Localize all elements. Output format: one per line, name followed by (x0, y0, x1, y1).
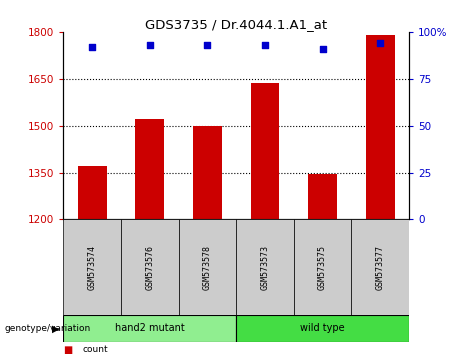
Bar (179, 219, 236, 315)
Point (88, 44, 96, 50)
Text: GSM573575: GSM573575 (318, 245, 327, 290)
Bar (63, 219, 121, 315)
Bar (294, 219, 351, 315)
Bar (63, 315, 236, 342)
Title: GDS3735 / Dr.4044.1.A1_at: GDS3735 / Dr.4044.1.A1_at (145, 18, 327, 31)
Bar (193, 126, 222, 219)
Text: ▶: ▶ (52, 323, 59, 333)
Bar (351, 219, 409, 315)
Point (261, 42, 269, 48)
Text: GSM573573: GSM573573 (260, 245, 269, 290)
Text: GSM573574: GSM573574 (88, 245, 97, 290)
Text: count: count (82, 345, 108, 354)
Text: GSM573578: GSM573578 (203, 245, 212, 290)
Text: ■: ■ (63, 345, 73, 354)
Text: GSM573576: GSM573576 (145, 245, 154, 290)
Text: hand2 mutant: hand2 mutant (115, 323, 185, 333)
Text: genotype/variation: genotype/variation (5, 324, 91, 333)
Bar (236, 315, 409, 342)
Point (376, 40, 384, 46)
Bar (78, 166, 107, 219)
Point (319, 46, 326, 52)
Bar (308, 174, 337, 219)
Bar (366, 35, 394, 219)
Bar (121, 219, 179, 315)
Bar (135, 119, 164, 219)
Point (204, 42, 211, 48)
Text: GSM573577: GSM573577 (376, 245, 384, 290)
Point (146, 42, 154, 48)
Bar (251, 84, 279, 219)
Text: wild type: wild type (300, 323, 345, 333)
Bar (236, 219, 294, 315)
